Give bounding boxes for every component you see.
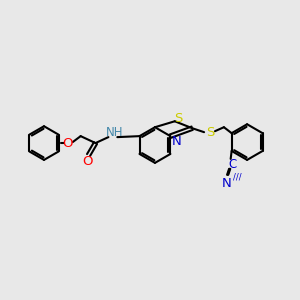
Text: NH: NH (106, 126, 123, 139)
Text: O: O (82, 155, 93, 168)
Text: ///: /// (232, 172, 241, 181)
Text: S: S (175, 112, 183, 125)
Text: N: N (222, 177, 232, 190)
Text: C: C (229, 158, 237, 171)
Text: N: N (172, 135, 181, 148)
Text: S: S (206, 126, 214, 139)
Text: O: O (62, 136, 73, 150)
